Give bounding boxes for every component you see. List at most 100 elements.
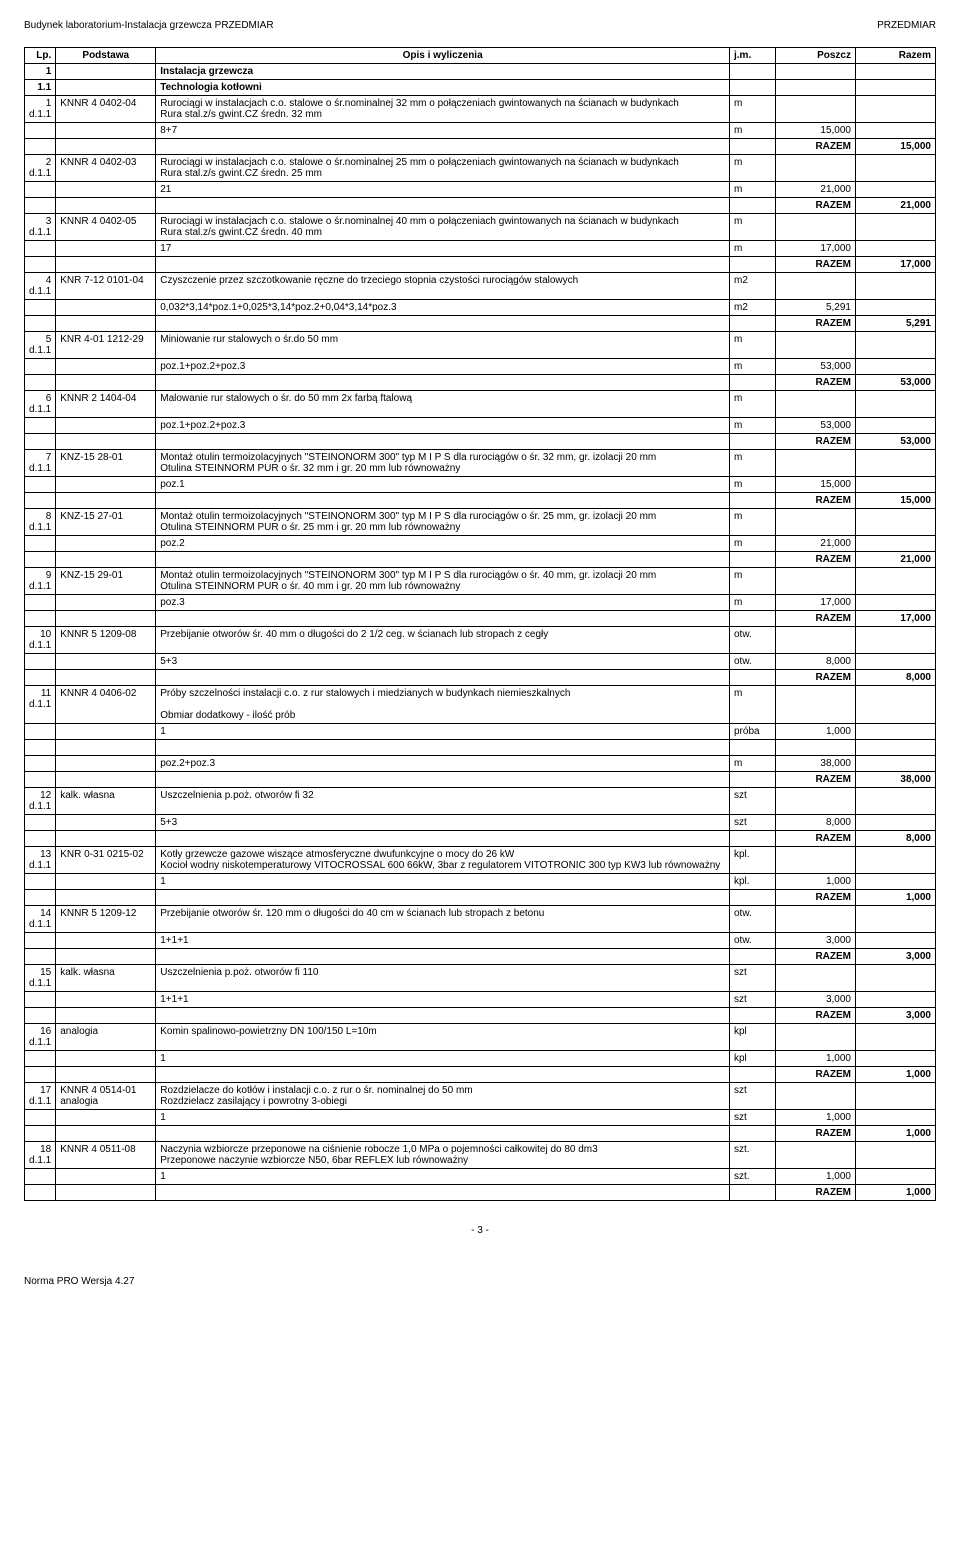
- calc-poszcz: 5,291: [776, 300, 856, 316]
- cell: [56, 493, 156, 509]
- item-podstawa: KNNR 4 0514-01analogia: [56, 1083, 156, 1110]
- item-podstawa: KNNR 4 0406-02: [56, 686, 156, 724]
- item-jm: m: [730, 391, 776, 418]
- cell: [56, 740, 156, 756]
- calc-row: 5+3otw.8,000: [25, 654, 936, 670]
- razem-label: RAZEM: [776, 552, 856, 568]
- calc-poszcz: 3,000: [776, 933, 856, 949]
- calc-poszcz: 1,000: [776, 724, 856, 740]
- calc-jm: m: [730, 359, 776, 375]
- item-row: 17d.1.1KNNR 4 0514-01analogiaRozdzielacz…: [25, 1083, 936, 1110]
- cell: [25, 1051, 56, 1067]
- cell: [56, 724, 156, 740]
- calc-row: poz.3m17,000: [25, 595, 936, 611]
- calc-row: 17m17,000: [25, 241, 936, 257]
- item-lp: 14d.1.1: [25, 906, 56, 933]
- calc-jm: szt: [730, 992, 776, 1008]
- cell: [25, 493, 56, 509]
- calc-opis: poz.2+poz.3: [156, 756, 730, 772]
- item-row: 8d.1.1KNZ-15 27-01Montaż otulin termoizo…: [25, 509, 936, 536]
- cell: [730, 80, 776, 96]
- calc-poszcz: 1,000: [776, 1110, 856, 1126]
- cell: [730, 316, 776, 332]
- calc-row: 5+3szt8,000: [25, 815, 936, 831]
- razem-label: RAZEM: [776, 831, 856, 847]
- item-opis: Uszczelnienia p.poż. otworów fi 32: [156, 788, 730, 815]
- calc-poszcz: 21,000: [776, 536, 856, 552]
- calc-row: 8+7m15,000: [25, 123, 936, 139]
- calc-opis: 1: [156, 1051, 730, 1067]
- cell: [56, 375, 156, 391]
- cell: [856, 992, 936, 1008]
- item-lp: 11d.1.1: [25, 686, 56, 724]
- cell: [56, 434, 156, 450]
- cell: [856, 815, 936, 831]
- razem-label: RAZEM: [776, 1126, 856, 1142]
- item-razem: [856, 1024, 936, 1051]
- item-poszcz: [776, 965, 856, 992]
- razem-row: RAZEM1,000: [25, 1067, 936, 1083]
- calc-jm: m: [730, 241, 776, 257]
- razem-value: 15,000: [856, 139, 936, 155]
- col-poszcz: Poszcz: [776, 48, 856, 64]
- item-jm: szt.: [730, 1142, 776, 1169]
- cell: [56, 815, 156, 831]
- item-lp: 3d.1.1: [25, 214, 56, 241]
- item-opis: Próby szczelności instalacji c.o. z rur …: [156, 686, 730, 724]
- cell: [856, 80, 936, 96]
- cell: [25, 418, 56, 434]
- cell: [856, 477, 936, 493]
- cell: [56, 241, 156, 257]
- cell: [730, 670, 776, 686]
- item-lp: 12d.1.1: [25, 788, 56, 815]
- razem-value: 1,000: [856, 1067, 936, 1083]
- calc-opis: 5+3: [156, 654, 730, 670]
- calc-row: 1kpl1,000: [25, 1051, 936, 1067]
- item-jm: m: [730, 155, 776, 182]
- calc-opis: 1: [156, 874, 730, 890]
- cell: [856, 1110, 936, 1126]
- cell: [856, 595, 936, 611]
- cell: [156, 1126, 730, 1142]
- item-jm: otw.: [730, 906, 776, 933]
- razem-value: 1,000: [856, 890, 936, 906]
- item-podstawa: KNR 7-12 0101-04: [56, 273, 156, 300]
- item-row: 6d.1.1KNNR 2 1404-04Malowanie rur stalow…: [25, 391, 936, 418]
- calc-jm: m: [730, 595, 776, 611]
- calc-opis: poz.1+poz.2+poz.3: [156, 418, 730, 434]
- cell: [730, 1008, 776, 1024]
- cell: [156, 611, 730, 627]
- calc-row: poz.1+poz.2+poz.3m53,000: [25, 418, 936, 434]
- cell: [56, 198, 156, 214]
- razem-row: RAZEM21,000: [25, 552, 936, 568]
- cell: [56, 949, 156, 965]
- item-razem: [856, 627, 936, 654]
- item-razem: [856, 509, 936, 536]
- item-razem: [856, 906, 936, 933]
- calc-row: 1kpl.1,000: [25, 874, 936, 890]
- item-podstawa: KNZ-15 29-01: [56, 568, 156, 595]
- item-jm: otw.: [730, 627, 776, 654]
- item-razem: [856, 1142, 936, 1169]
- item-jm: m: [730, 450, 776, 477]
- cell: [56, 552, 156, 568]
- table-head-row: Lp. Podstawa Opis i wyliczenia j.m. Posz…: [25, 48, 936, 64]
- cell: [56, 359, 156, 375]
- calc-row: 1próba1,000: [25, 724, 936, 740]
- calc-jm: szt.: [730, 1169, 776, 1185]
- calc-poszcz: 17,000: [776, 595, 856, 611]
- item-lp: 2d.1.1: [25, 155, 56, 182]
- item-lp: 6d.1.1: [25, 391, 56, 418]
- razem-value: 8,000: [856, 831, 936, 847]
- cell: [56, 1067, 156, 1083]
- item-opis: Czyszczenie przez szczotkowanie ręczne d…: [156, 273, 730, 300]
- cell: [25, 359, 56, 375]
- item-lp: 8d.1.1: [25, 509, 56, 536]
- item-opis: Komin spalinowo-powietrzny DN 100/150 L=…: [156, 1024, 730, 1051]
- item-opis: Miniowanie rur stalowych o śr.do 50 mm: [156, 332, 730, 359]
- item-razem: [856, 788, 936, 815]
- cell: [25, 831, 56, 847]
- calc-opis: 5+3: [156, 815, 730, 831]
- col-razem: Razem: [856, 48, 936, 64]
- item-razem: [856, 847, 936, 874]
